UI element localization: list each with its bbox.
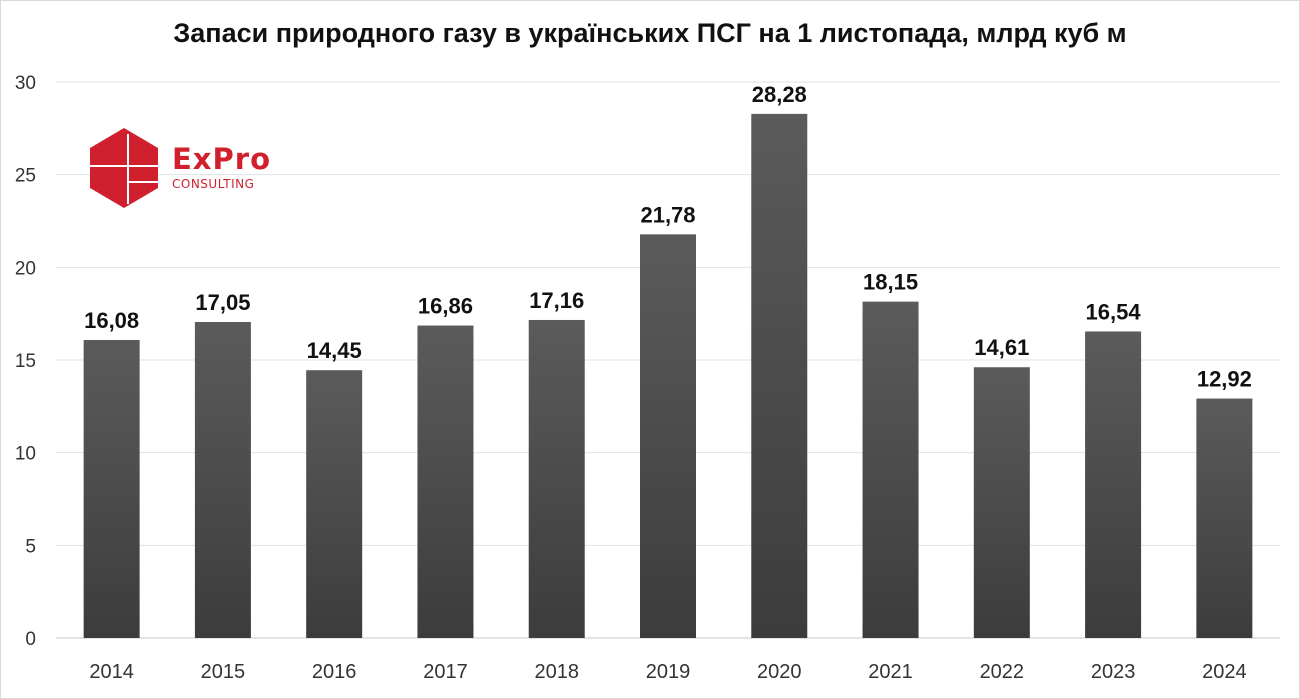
x-tick-label: 2016 [312, 661, 357, 683]
data-label: 14,61 [974, 335, 1029, 360]
bar-2014 [83, 339, 140, 638]
bar-2015 [194, 322, 251, 638]
data-label: 14,45 [307, 338, 362, 363]
bars: 16,08 17,05 14,45 16,86 17,16 21,78 28,28 18,15… [83, 82, 1253, 639]
x-tick-label: 2018 [534, 661, 579, 683]
bar-2020 [751, 113, 808, 639]
data-label: 16,08 [84, 308, 139, 333]
bar-2019 [640, 234, 696, 638]
logo-hexagon-icon [90, 128, 158, 208]
data-label: 17,05 [195, 290, 250, 315]
expro-logo: ExPro CONSULTING [84, 128, 314, 208]
y-tick-label: 5 [25, 536, 36, 557]
y-tick-label: 10 [15, 444, 36, 465]
x-tick-label: 2019 [646, 661, 691, 683]
data-label: 28,28 [752, 82, 807, 107]
logo-subtitle: CONSULTING [172, 177, 255, 191]
x-tick-label: 2020 [757, 661, 802, 683]
data-label: 17,16 [529, 288, 584, 313]
y-tick-label: 30 [15, 73, 36, 94]
y-tick-label: 20 [15, 258, 36, 279]
x-axis: 2014 2015 2016 2017 2018 2019 2020 2021 2022 2023… [89, 661, 1246, 683]
y-tick-label: 15 [15, 351, 36, 372]
bar-2022 [973, 367, 1030, 638]
bar-2018 [528, 319, 585, 638]
x-tick-label: 2014 [89, 661, 134, 683]
bar-2023 [1085, 331, 1142, 638]
logo-wordmark: ExPro [172, 142, 271, 176]
data-label: 21,78 [640, 202, 695, 227]
data-label: 16,86 [418, 294, 473, 319]
data-label: 12,92 [1197, 367, 1252, 392]
x-tick-label: 2021 [868, 661, 913, 683]
x-tick-label: 2015 [201, 661, 246, 683]
data-label: 16,54 [1086, 299, 1142, 324]
x-tick-label: 2017 [423, 661, 468, 683]
x-tick-label: 2022 [980, 661, 1025, 683]
bar-2016 [306, 370, 363, 638]
bar-2021 [862, 301, 919, 638]
x-tick-label: 2024 [1202, 661, 1247, 683]
y-axis: 0 5 10 15 20 25 30 [15, 73, 36, 650]
bar-2017 [417, 325, 474, 638]
y-tick-label: 25 [15, 166, 36, 187]
y-tick-label: 0 [25, 629, 36, 650]
x-tick-label: 2023 [1091, 661, 1136, 683]
chart-title: Запаси природного газу в українських ПСГ… [173, 18, 1127, 48]
bar-2024 [1196, 398, 1253, 638]
data-label: 18,15 [863, 270, 918, 295]
